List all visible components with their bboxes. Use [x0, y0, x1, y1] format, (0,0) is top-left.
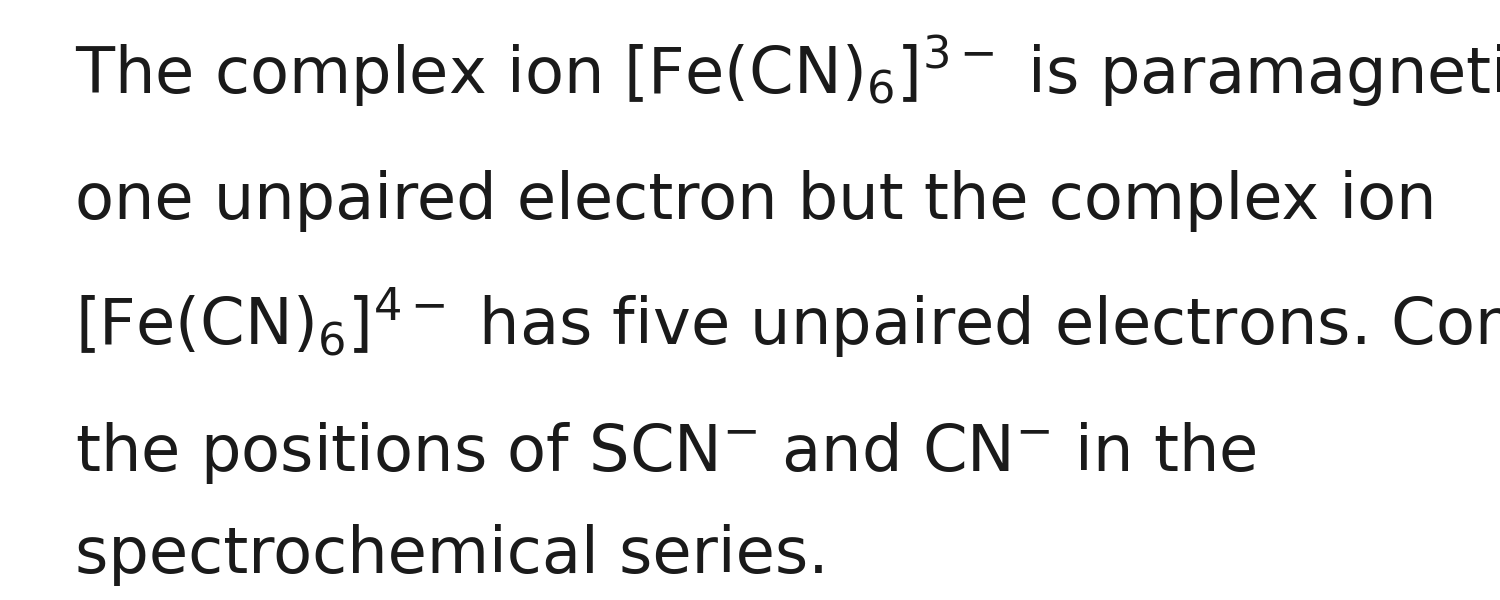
Text: the positions of SCN$^{-}$ and CN$^{-}$ in the: the positions of SCN$^{-}$ and CN$^{-}$ … — [75, 420, 1257, 486]
Text: The complex ion [Fe(CN)$_{6}$]$^{3-}$ is paramagnetic with: The complex ion [Fe(CN)$_{6}$]$^{3-}$ is… — [75, 33, 1500, 109]
Text: one unpaired electron but the complex ion: one unpaired electron but the complex io… — [75, 170, 1437, 232]
Text: [Fe(CN)$_{6}$]$^{4-}$ has five unpaired electrons. Compare: [Fe(CN)$_{6}$]$^{4-}$ has five unpaired … — [75, 286, 1500, 360]
Text: spectrochemical series.: spectrochemical series. — [75, 524, 828, 586]
